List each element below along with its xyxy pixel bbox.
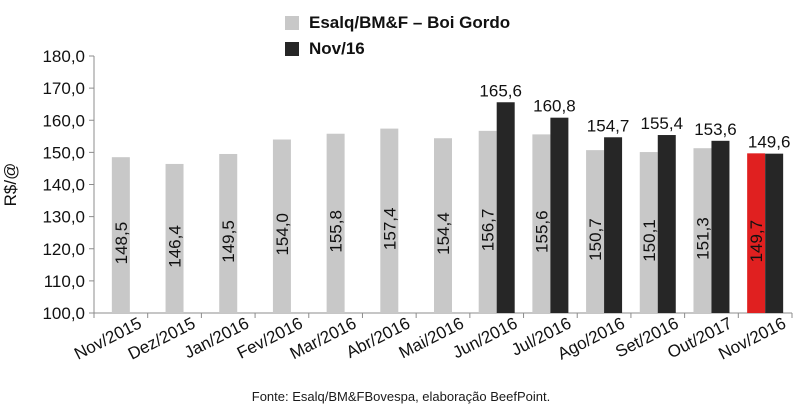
legend-label-nov16: Nov/16 [309, 39, 365, 58]
bar-esalq [219, 153, 238, 313]
bar-label-esalq: 155,8 [327, 210, 346, 253]
bar-label-esalq: 148,5 [112, 222, 131, 265]
bar-label-esalq: 151,3 [693, 217, 712, 260]
bar-label-esalq: 150,7 [586, 218, 605, 261]
bar-esalq [434, 138, 452, 313]
chart-source: Fonte: Esalq/BM&FBovespa, elaboração Bee… [251, 389, 551, 404]
legend-swatch-nov16 [285, 42, 299, 56]
bar-esalq [747, 153, 766, 313]
bar-esalq [165, 163, 184, 313]
bar-label-esalq: 150,1 [640, 219, 659, 262]
bar-label-nov16: 153,6 [694, 120, 737, 139]
y-tick-label: 110,0 [44, 272, 85, 291]
y-tick-label: 140,0 [42, 176, 85, 195]
legend-swatch-esalq [285, 16, 299, 30]
y-tick-label: 170,0 [42, 79, 85, 98]
bar-nov16 [711, 140, 730, 313]
bar-label-nov16: 160,8 [533, 97, 576, 116]
bar-label-nov16: 165,6 [479, 81, 522, 100]
bar-esalq [272, 139, 291, 313]
y-tick-label: 130,0 [42, 208, 85, 227]
y-tick-label: 180,0 [42, 47, 85, 66]
bar-esalq [478, 130, 497, 313]
bar-label-nov16: 155,4 [640, 114, 683, 133]
bar-esalq [532, 134, 551, 313]
bar-nov16 [765, 153, 784, 313]
bar-label-esalq: 154,0 [273, 213, 292, 256]
bar-esalq [639, 152, 658, 313]
bar-nov16 [604, 137, 623, 313]
bar-label-esalq: 149,7 [747, 220, 766, 263]
y-tick-label: 150,0 [42, 143, 85, 162]
legend-item-esalq: Esalq/BM&F – Boi Gordo [285, 10, 510, 36]
y-tick-label: 120,0 [42, 240, 85, 259]
bar-label-esalq: 146,4 [166, 225, 185, 268]
bar-label-esalq: 155,6 [532, 210, 551, 253]
bar-esalq [586, 150, 605, 313]
legend-item-nov16: Nov/16 [285, 36, 510, 62]
bar-esalq [693, 148, 712, 313]
bar-esalq [111, 157, 130, 313]
bar-esalq [326, 133, 345, 313]
bar-esalq [380, 128, 399, 313]
bar-label-esalq: 149,5 [219, 220, 238, 263]
y-axis-title: R$/@ [1, 163, 20, 207]
chart-legend: Esalq/BM&F – Boi Gordo Nov/16 [285, 10, 510, 62]
bar-label-esalq: 154,4 [434, 212, 453, 255]
bar-label-esalq: 157,4 [380, 208, 399, 251]
y-tick-label: 100,0 [42, 304, 85, 323]
bar-nov16 [496, 102, 515, 313]
bar-nov16 [550, 117, 569, 314]
legend-label-esalq: Esalq/BM&F – Boi Gordo [309, 13, 511, 32]
bar-label-nov16: 149,6 [748, 133, 791, 152]
bar-label-esalq: 156,7 [479, 209, 498, 252]
bar-nov16 [657, 135, 676, 313]
bar-label-nov16: 154,7 [587, 116, 630, 135]
y-tick-label: 160,0 [42, 111, 85, 130]
